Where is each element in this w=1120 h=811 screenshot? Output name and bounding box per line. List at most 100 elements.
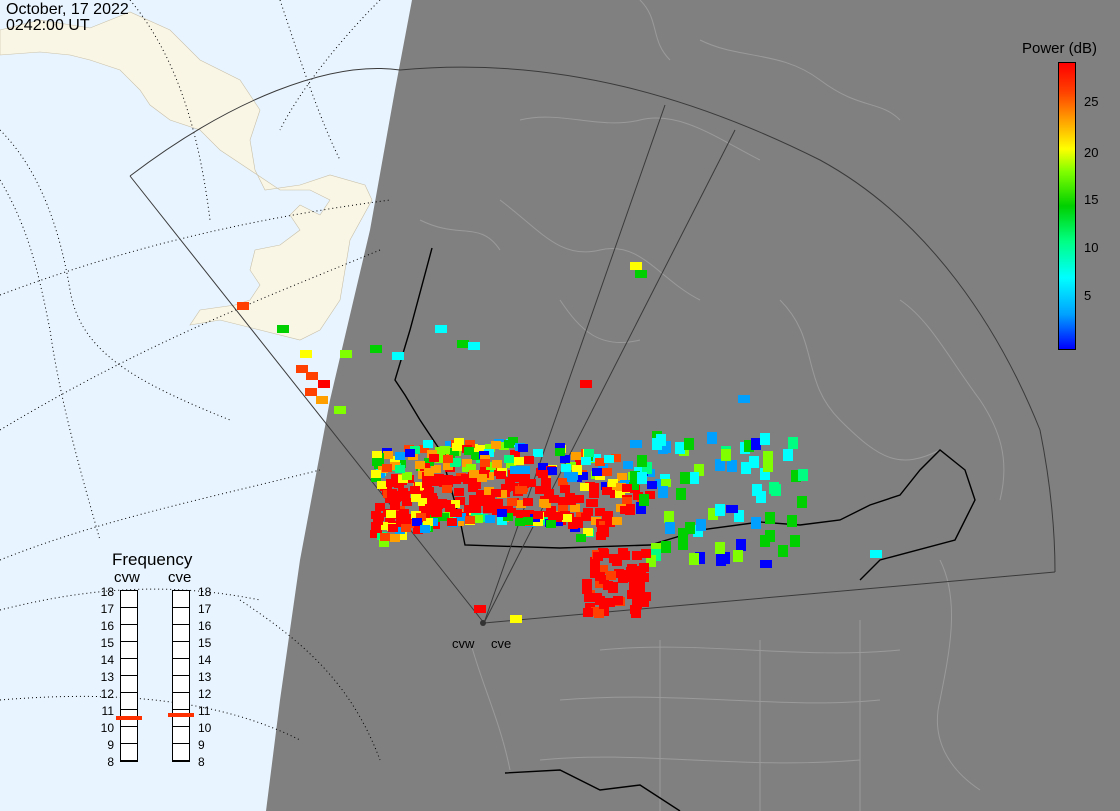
echo-cell [546,520,556,528]
echo-cell [395,465,405,473]
colorbar-tick: 5 [1084,288,1092,303]
frequency-level-left: 9 [107,738,114,752]
echo-cell [760,433,770,445]
echo-cell [415,461,425,469]
echo-cell [397,532,407,540]
echo-cell [442,485,452,493]
echo-cell [503,506,513,514]
echo-layer [237,262,882,623]
echo-cell [380,533,390,541]
echo-cell [410,486,420,494]
echo-cell [606,571,616,580]
echo-cell [632,551,642,560]
frequency-column-cve [172,590,190,762]
frequency-radar-cve: cve [168,569,192,586]
echo-cell [558,497,568,505]
echo-cell [427,498,437,506]
echo-cell [790,535,800,547]
echo-cell [623,570,633,579]
echo-cell [565,493,575,501]
date-label: October, 17 2022 [6,1,129,18]
echo-cell [396,519,406,527]
night-terminator [266,0,1120,811]
echo-cell [476,496,486,504]
echo-cell [468,342,480,350]
echo-cell [424,487,434,495]
frequency-level-right: 13 [198,670,212,684]
echo-cell [399,511,409,519]
echo-cell [751,438,761,450]
echo-cell [763,460,773,472]
echo-cell [605,519,615,527]
echo-cell [492,460,502,468]
echo-cell [296,365,308,373]
echo-cell [738,395,750,403]
echo-cell [450,459,460,467]
echo-cell [401,524,411,532]
echo-cell [595,458,605,466]
echo-cell [595,508,605,516]
frequency-level-right: 15 [198,636,212,650]
frequency-cell [173,693,189,710]
frequency-cell [173,676,189,693]
echo-cell [756,491,766,503]
echo-cell [390,502,400,510]
echo-cell [424,468,434,476]
echo-cell [439,513,449,521]
echo-cell [763,451,773,463]
coastlines [419,0,1005,811]
echo-cell [583,528,593,536]
echo-cell [419,504,429,512]
echo-cell [372,458,382,466]
echo-cell [375,503,385,511]
frequency-cell [173,727,189,744]
echo-cell [435,325,447,333]
echo-cell [573,520,583,528]
colorbar-tick: 20 [1084,145,1099,160]
echo-cell [707,432,717,444]
echo-cell [639,598,649,607]
echo-cell [613,596,623,605]
echo-cell [462,459,472,467]
echo-cell [510,450,520,458]
echo-cell [445,441,455,449]
echo-cell [598,565,608,574]
echo-cell [791,470,801,482]
echo-cell [592,468,602,476]
echo-cell [787,515,797,527]
echo-cell [305,388,317,396]
frequency-level-right: 14 [198,653,212,667]
echo-cell [726,505,738,513]
echo-cell [395,526,405,534]
echo-cell [383,451,393,459]
echo-cell [539,499,549,507]
echo-cell [630,262,642,270]
echo-cell [622,497,632,505]
echo-cell [608,479,618,487]
echo-cell [665,522,675,534]
echo-cell [715,542,725,554]
echo-cell [440,446,450,454]
frequency-level-left: 13 [100,670,114,684]
echo-cell [676,488,686,500]
echo-cell [524,456,534,464]
echo-cell [405,449,415,457]
echo-cell [558,478,568,486]
echo-cell [454,518,464,526]
echo-cell [544,489,554,497]
echo-cell [418,498,428,506]
echo-cell [506,460,516,468]
echo-cell [516,500,526,508]
echo-cell [306,372,318,380]
mexico-border [504,769,681,811]
echo-cell [647,481,657,489]
colorbar-tick: 25 [1084,94,1099,109]
frequency-level-right: 16 [198,619,212,633]
frequency-level-left: 15 [100,636,114,650]
frequency-level-left: 10 [100,721,114,735]
echo-cell [395,452,405,460]
echo-cell [798,469,808,481]
echo-cell [637,455,647,467]
echo-cell [629,482,639,490]
